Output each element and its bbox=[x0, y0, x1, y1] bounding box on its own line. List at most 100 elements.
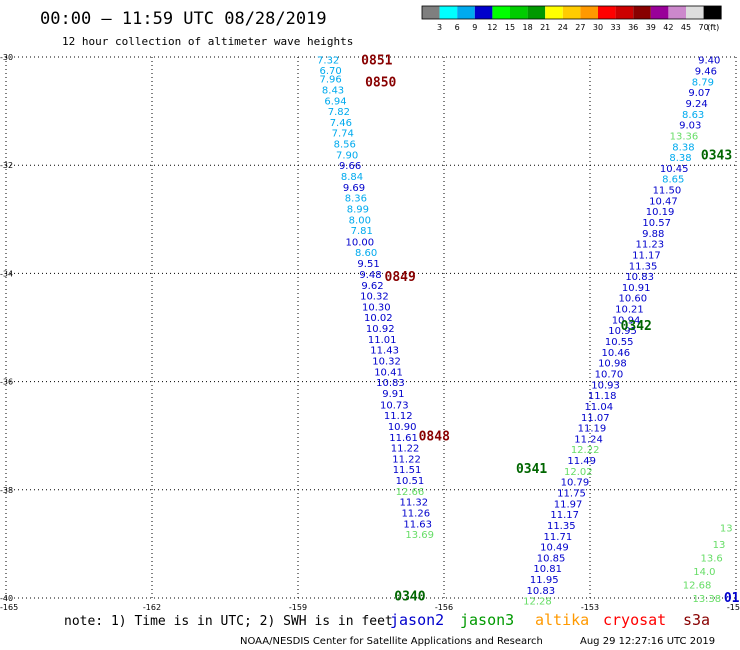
wave-height-label: 10.70 bbox=[595, 369, 624, 380]
satellite-legend-entry: s3a bbox=[683, 611, 710, 629]
wave-height-label: 7.74 bbox=[332, 129, 354, 140]
scale-swatch bbox=[668, 6, 686, 19]
scale-swatch bbox=[422, 6, 440, 19]
scale-swatch bbox=[562, 6, 581, 19]
y-tick-label: -34 bbox=[0, 269, 13, 278]
wave-height-label: 12.68 bbox=[683, 580, 712, 591]
wave-height-label: 11.51 bbox=[393, 465, 422, 476]
scale-label: 45 bbox=[681, 23, 691, 32]
scale-swatch bbox=[686, 6, 704, 19]
wave-height-label: 8.38 bbox=[672, 142, 694, 153]
wave-height-label: 11.04 bbox=[584, 402, 613, 413]
wave-height-label: 8.00 bbox=[349, 215, 371, 226]
scale-label: 36 bbox=[628, 23, 638, 32]
wave-height-label: 10.83 bbox=[625, 272, 654, 283]
wave-height-label: 11.22 bbox=[392, 454, 421, 465]
scale-swatch bbox=[650, 6, 669, 19]
corner-label: 01 bbox=[724, 591, 740, 606]
scale-swatch bbox=[439, 6, 458, 19]
wave-height-label: 8.84 bbox=[341, 172, 363, 183]
wave-height-label: 8.65 bbox=[662, 175, 684, 186]
scale-label: 42 bbox=[663, 23, 673, 32]
scale-swatch bbox=[474, 6, 493, 19]
pass-time-label: 0340 bbox=[394, 589, 425, 604]
wave-height-label: 11.12 bbox=[384, 411, 413, 422]
satellite-legend-entry: altika bbox=[535, 611, 589, 629]
wave-height-label: 11.19 bbox=[578, 424, 607, 435]
scale-label: 18 bbox=[523, 23, 533, 32]
wave-height-label: 11.18 bbox=[588, 391, 617, 402]
wave-height-label: 12.28 bbox=[523, 597, 552, 608]
x-tick-label: -162 bbox=[143, 603, 161, 612]
wave-height-label: 10.41 bbox=[374, 367, 403, 378]
scale-swatch bbox=[615, 6, 634, 19]
scale-swatch bbox=[633, 6, 651, 19]
wave-height-label: 10.79 bbox=[561, 478, 590, 489]
wave-height-label: 11.07 bbox=[581, 413, 610, 424]
wave-height-label: 7.90 bbox=[336, 150, 358, 161]
wave-height-points: 7.326.707.968.436.947.827.467.748.567.90… bbox=[317, 56, 740, 608]
wave-height-label: 9.46 bbox=[695, 67, 717, 78]
wave-height-label: 6.70 bbox=[319, 66, 341, 77]
y-tick-label: -40 bbox=[0, 594, 13, 603]
wave-height-label: 9.07 bbox=[688, 88, 710, 99]
note-text: note: 1) Time is in UTC; 2) SWH is in fe… bbox=[64, 614, 393, 629]
scale-label: 27 bbox=[575, 23, 585, 32]
chart-title: 00:00 — 11:59 UTC 08/28/2019 bbox=[40, 9, 327, 29]
chart-subtitle: 12 hour collection of altimeter wave hei… bbox=[62, 35, 353, 48]
wave-height-label: 9.48 bbox=[359, 270, 381, 281]
x-tick-label: -159 bbox=[289, 603, 307, 612]
scale-swatch bbox=[492, 6, 510, 19]
wave-height-label: 8.60 bbox=[355, 248, 377, 259]
scale-label: 70 bbox=[699, 23, 709, 32]
wave-height-label: 10.81 bbox=[533, 564, 562, 575]
wave-height-label: 13.6 bbox=[701, 553, 723, 564]
wave-height-label: 11.26 bbox=[401, 509, 430, 520]
wave-height-label: 11.71 bbox=[544, 532, 573, 543]
wave-height-label: 10.93 bbox=[591, 380, 620, 391]
scale-swatch bbox=[545, 6, 563, 19]
wave-height-label: 7.46 bbox=[330, 118, 352, 129]
wave-height-label: 9.51 bbox=[357, 259, 379, 270]
pass-time-label: 0342 bbox=[621, 319, 652, 334]
wave-height-label: 9.24 bbox=[685, 99, 707, 110]
wave-height-label: 10.21 bbox=[615, 305, 644, 316]
scale-label: 3 bbox=[437, 23, 442, 32]
wave-height-label: 12.66 bbox=[396, 487, 425, 498]
wave-height-label: 10.83 bbox=[376, 378, 405, 389]
x-tick-label: -165 bbox=[0, 603, 18, 612]
footer-timestamp: Aug 29 12:27:16 UTC 2019 bbox=[580, 636, 715, 647]
wave-height-label: 10.60 bbox=[619, 294, 648, 305]
wave-height-label: 10.73 bbox=[380, 400, 409, 411]
scale-label: 30 bbox=[593, 23, 603, 32]
pass-time-label: 0849 bbox=[385, 270, 416, 285]
wave-height-label: 9.69 bbox=[343, 183, 365, 194]
pass-time-label: 0851 bbox=[361, 54, 392, 69]
wave-height-label: 10.92 bbox=[366, 324, 395, 335]
wave-height-label: 8.43 bbox=[322, 85, 344, 96]
scale-label: 21 bbox=[540, 23, 550, 32]
wave-height-label: 13 bbox=[713, 540, 726, 551]
wave-height-label: 10.32 bbox=[360, 292, 389, 303]
scale-label: 6 bbox=[455, 23, 460, 32]
wave-height-label: 11.22 bbox=[391, 444, 420, 455]
wave-height-label: 11.97 bbox=[554, 499, 583, 510]
wave-height-label: 9.03 bbox=[679, 121, 701, 132]
wave-height-label: 11.50 bbox=[653, 186, 682, 197]
wave-height-label: 10.51 bbox=[396, 476, 425, 487]
scale-label: 24 bbox=[558, 23, 568, 32]
wave-height-label: 7.82 bbox=[328, 107, 350, 118]
wave-height-label: 13.69 bbox=[405, 530, 434, 541]
axis-ticks: -30 -32 -34 -36 -38 -40-165 -162 -159 -156 -153 -1… bbox=[0, 53, 740, 612]
wave-height-label: 8.56 bbox=[334, 140, 356, 151]
scale-swatch bbox=[703, 6, 722, 19]
x-tick-label: -156 bbox=[435, 603, 453, 612]
wave-height-label: 12.22 bbox=[571, 445, 600, 456]
pass-time-label: 0850 bbox=[365, 75, 396, 90]
scale-unit: (ft) bbox=[707, 23, 719, 32]
wave-height-label: 11.61 bbox=[389, 433, 418, 444]
scale-label: 9 bbox=[472, 23, 477, 32]
wave-height-label: 8.79 bbox=[692, 77, 714, 88]
wave-height-label: 12.02 bbox=[564, 467, 593, 478]
